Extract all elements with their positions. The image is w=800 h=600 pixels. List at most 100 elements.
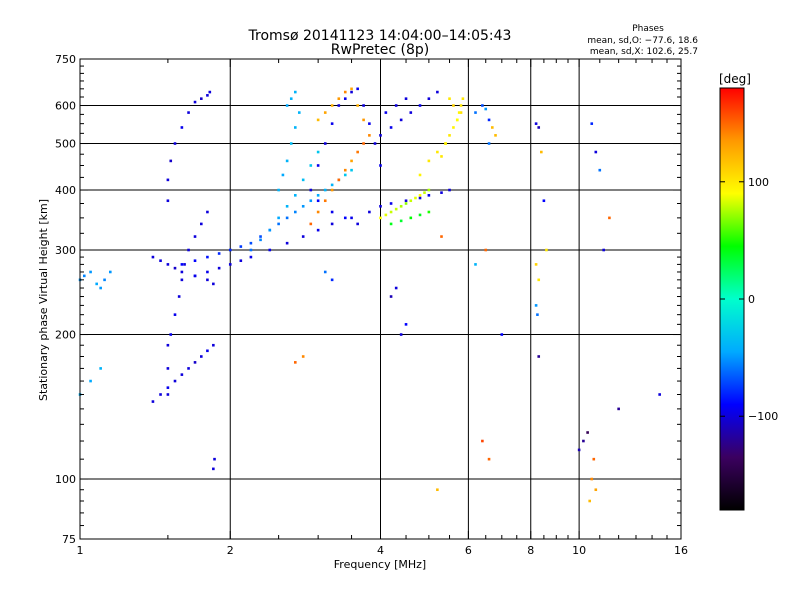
data-point [281, 173, 285, 177]
data-point [159, 259, 162, 263]
data-point [588, 499, 591, 503]
data-point [592, 457, 596, 461]
data-point [394, 286, 398, 290]
data-point [389, 222, 393, 226]
data-point [166, 393, 170, 396]
data-point [166, 199, 170, 203]
data-point [484, 248, 488, 252]
y-tick-label: 200 [55, 329, 76, 342]
data-point [277, 216, 280, 220]
data-point [316, 210, 320, 214]
stats-line-o: mean, sd,O: −77.6, 18.6 [587, 36, 698, 46]
y-tick-label: 75 [62, 533, 76, 546]
data-point [337, 104, 341, 107]
data-point [427, 97, 431, 100]
data-point [82, 274, 86, 278]
x-tick-label: 2 [227, 544, 234, 557]
data-point [409, 111, 413, 114]
data-point [448, 97, 451, 100]
data-point [187, 248, 190, 252]
y-axis-ticks: 75 100 200 300 400 500 600 750 [55, 53, 681, 546]
data-point [399, 219, 403, 223]
data-point [259, 238, 262, 242]
data-point [474, 263, 477, 266]
data-point [99, 367, 102, 370]
data-point [409, 216, 413, 220]
data-point [350, 216, 353, 220]
data-point [187, 111, 190, 114]
data-point [206, 94, 209, 97]
data-point [294, 361, 297, 364]
data-point [452, 104, 455, 107]
data-point [277, 222, 280, 226]
x-tick-label: 10 [572, 544, 586, 557]
data-point [577, 448, 581, 452]
data-point [356, 222, 359, 226]
data-point [440, 155, 443, 158]
data-point [436, 150, 439, 154]
data-point [177, 295, 181, 298]
data-point [206, 349, 209, 353]
data-point [212, 343, 215, 347]
data-point [356, 104, 359, 107]
data-point [249, 248, 253, 252]
data-point [183, 263, 186, 266]
data-point [228, 248, 232, 252]
chart-subtitle: RwPretec (8p) [331, 42, 429, 58]
y-tick-label: 750 [55, 53, 76, 66]
colorbar-tick-label: 100 [748, 176, 769, 189]
data-point [316, 228, 320, 232]
data-point [491, 126, 494, 129]
data-point [89, 270, 92, 274]
data-point [212, 467, 215, 471]
data-point [343, 216, 347, 220]
data-point [239, 259, 243, 263]
data-point [399, 118, 403, 122]
data-point [537, 278, 541, 282]
x-axis-ticks: 1 2 4 6 8 10 16 [77, 59, 688, 557]
data-point [481, 439, 484, 443]
data-point [206, 278, 209, 282]
data-point [436, 488, 439, 492]
data-point [173, 379, 177, 383]
x-tick-label: 16 [674, 544, 688, 557]
data-point [427, 188, 431, 192]
data-point [99, 286, 102, 290]
data-point [193, 259, 197, 263]
data-point [294, 194, 297, 197]
data-points [78, 87, 661, 503]
data-point [356, 87, 359, 91]
data-point [418, 173, 422, 177]
data-point [487, 118, 491, 122]
colorbar-label: [deg] [719, 72, 751, 86]
y-tick-label: 300 [55, 244, 76, 257]
y-axis-label: Stationary phase Virtual Height [km] [37, 199, 50, 401]
gridlines [80, 59, 681, 539]
data-point [285, 216, 289, 220]
colorbar-tick-label: 0 [748, 293, 755, 306]
data-point [350, 87, 353, 91]
data-point [309, 222, 313, 226]
data-point [379, 204, 382, 208]
data-point [166, 263, 170, 266]
data-point [455, 118, 459, 122]
data-point [301, 355, 305, 358]
data-point [594, 488, 598, 492]
data-point [294, 210, 297, 214]
data-point [590, 477, 594, 481]
data-point [461, 97, 465, 100]
data-point [394, 207, 398, 211]
data-point [200, 222, 203, 226]
data-point [330, 183, 334, 187]
data-point [384, 213, 388, 217]
data-point [487, 457, 491, 461]
data-point [418, 213, 422, 217]
data-point [200, 355, 203, 358]
data-point [316, 194, 320, 197]
data-point [399, 333, 403, 336]
data-point [330, 188, 334, 192]
data-point [459, 111, 463, 114]
data-point [294, 126, 297, 129]
data-point [213, 457, 216, 461]
data-point [193, 274, 197, 278]
